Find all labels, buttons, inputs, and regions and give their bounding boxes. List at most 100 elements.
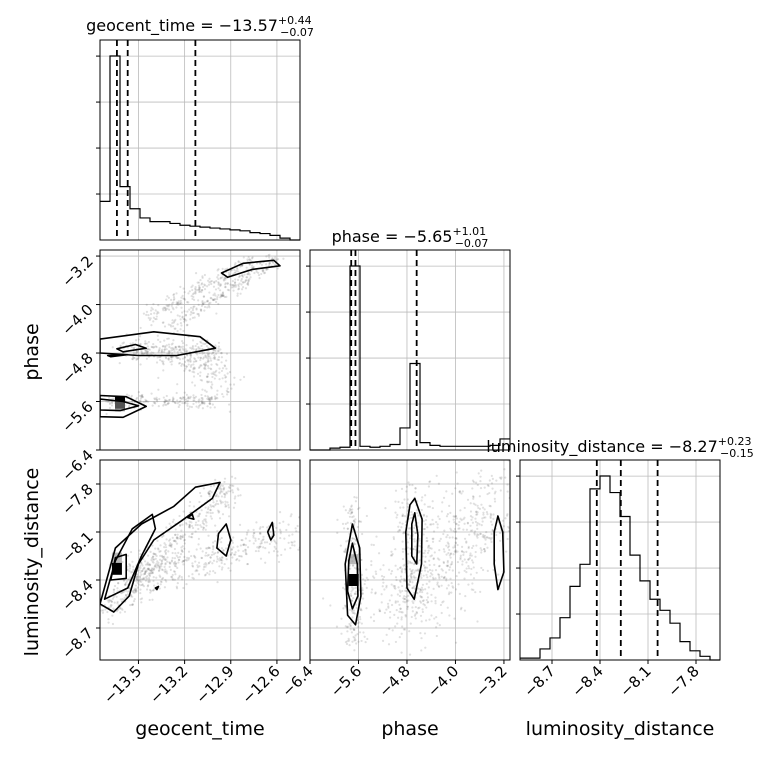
scatter-point: [140, 601, 143, 604]
scatter-point: [220, 352, 223, 355]
scatter-point: [260, 272, 263, 276]
scatter-point: [454, 530, 458, 533]
scatter-point: [198, 365, 201, 368]
scatter-point: [208, 352, 211, 355]
scatter-point: [469, 552, 472, 555]
scatter-point: [213, 377, 216, 380]
scatter-point: [149, 309, 153, 312]
scatter-point: [486, 513, 489, 516]
scatter-point: [148, 569, 152, 572]
scatter-point: [152, 316, 156, 319]
scatter-point: [257, 273, 261, 277]
scatter-point: [422, 533, 425, 536]
scatter-point: [218, 517, 222, 520]
scatter-point: [166, 295, 169, 298]
scatter-point: [402, 579, 406, 582]
scatter-point: [151, 404, 154, 407]
scatter-point: [390, 594, 393, 597]
scatter-point: [489, 516, 492, 519]
scatter-point: [252, 532, 255, 535]
scatter-point: [385, 608, 388, 611]
scatter-point: [394, 600, 397, 603]
scatter-point: [525, 510, 527, 512]
scatter-point: [206, 360, 209, 364]
scatter-point: [207, 396, 210, 399]
scatter-point: [172, 325, 175, 328]
scatter-point: [204, 361, 207, 364]
scatter-point: [246, 546, 250, 549]
scatter-point: [167, 350, 170, 353]
scatter-point: [449, 556, 452, 559]
scatter-point: [211, 562, 214, 565]
scatter-point: [142, 401, 145, 404]
scatter-point: [480, 524, 483, 527]
scatter-point: [168, 349, 171, 353]
scatter-point: [351, 515, 354, 519]
scatter-point: [452, 553, 455, 556]
scatter-point: [217, 341, 221, 344]
scatter-point: [148, 564, 151, 567]
scatter-point: [483, 549, 487, 552]
scatter-point: [188, 525, 191, 528]
scatter-point: [471, 529, 474, 532]
scatter-point: [252, 536, 255, 539]
scatter-point: [493, 497, 496, 500]
scatter-point: [121, 342, 124, 345]
scatter-point: [239, 265, 242, 268]
scatter-point: [128, 404, 131, 407]
scatter-point: [396, 622, 399, 625]
scatter-point: [147, 567, 150, 571]
scatter-point: [221, 501, 224, 504]
scatter-point: [139, 591, 142, 595]
scatter-point: [156, 400, 159, 403]
scatter-point: [225, 389, 228, 392]
scatter-point: [490, 513, 493, 517]
scatter-point: [454, 537, 457, 540]
scatter-point: [134, 339, 138, 342]
scatter-point: [463, 522, 466, 525]
scatter-point: [173, 564, 177, 567]
scatter-point: [449, 563, 452, 566]
scatter-point: [132, 347, 135, 350]
scatter-point: [113, 584, 117, 588]
scatter-point: [243, 280, 247, 284]
scatter-point: [233, 263, 237, 266]
scatter-point: [206, 554, 209, 557]
scatter-point: [150, 558, 153, 562]
scatter-point: [258, 276, 261, 280]
scatter-point: [425, 536, 428, 540]
scatter-point: [511, 498, 513, 500]
scatter-point: [476, 483, 479, 487]
scatter-point: [217, 502, 220, 506]
scatter-point: [133, 357, 136, 360]
scatter-point: [364, 641, 367, 644]
ylabel-luminosity-distance: luminosity_distance: [21, 468, 43, 657]
scatter-point: [223, 486, 226, 490]
scatter-point: [445, 490, 448, 493]
scatter-point: [135, 590, 138, 593]
scatter-point: [160, 348, 164, 351]
scatter-point: [164, 356, 167, 359]
scatter-point: [259, 545, 262, 548]
scatter-point: [427, 545, 430, 548]
scatter-point: [491, 528, 494, 532]
scatter-point: [417, 551, 421, 554]
scatter-point: [224, 285, 227, 289]
scatter-point: [453, 617, 456, 620]
scatter-point: [259, 545, 262, 548]
scatter-point: [158, 558, 162, 561]
scatter-point: [469, 514, 473, 518]
scatter-point: [398, 636, 401, 639]
scatter-point: [421, 588, 425, 591]
scatter-point: [166, 400, 169, 403]
scatter-point: [206, 359, 210, 362]
scatter-point: [186, 359, 189, 362]
scatter-point: [462, 551, 465, 554]
scatter-point: [151, 598, 154, 601]
scatter-point: [214, 397, 217, 400]
scatter-point: [180, 575, 183, 579]
scatter-point: [225, 367, 228, 370]
scatter-point: [181, 340, 184, 343]
scatter-point: [480, 469, 483, 472]
scatter-point: [449, 577, 452, 580]
